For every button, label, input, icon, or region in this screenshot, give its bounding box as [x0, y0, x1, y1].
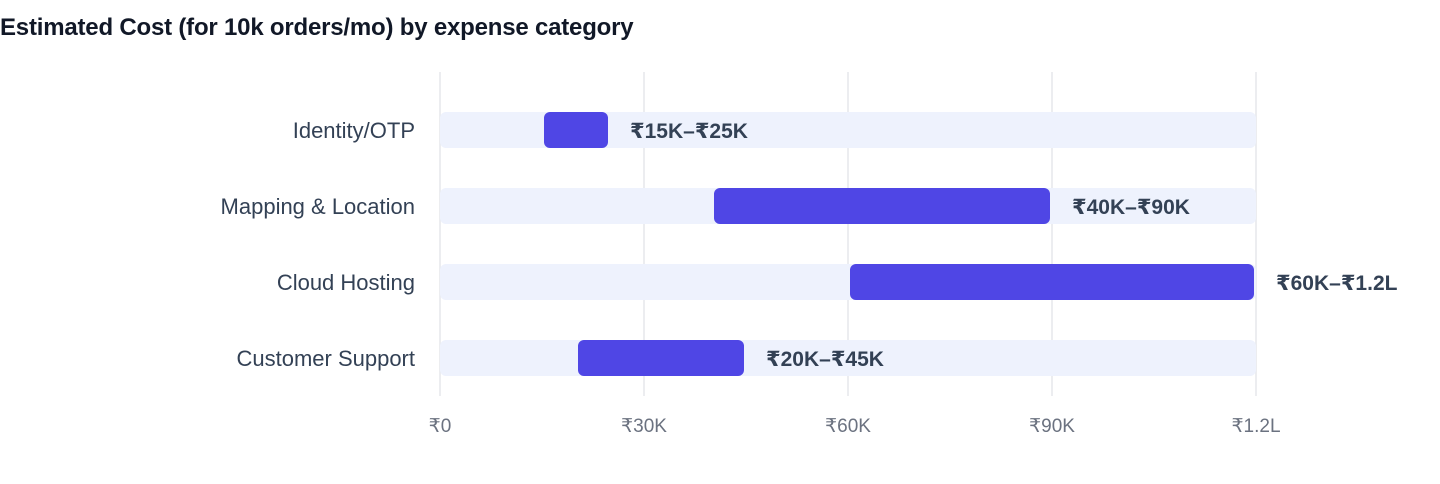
bar-track: [440, 112, 1256, 148]
x-tick-label: ₹60K: [825, 416, 871, 437]
range-bar[interactable]: [850, 264, 1254, 300]
range-bar[interactable]: [578, 340, 744, 376]
x-axis-ticks: ₹0 ₹30K ₹60K ₹90K ₹1.2L: [429, 416, 1281, 437]
value-label: ₹40K–₹90K: [1072, 196, 1190, 219]
value-label: ₹20K–₹45K: [766, 348, 884, 371]
value-label: ₹60K–₹1.2L: [1276, 272, 1398, 295]
category-label: Identity/OTP: [293, 118, 415, 143]
category-label: Mapping & Location: [221, 194, 415, 219]
category-label: Cloud Hosting: [277, 270, 415, 295]
x-tick-label: ₹30K: [621, 416, 667, 437]
chart-title: Estimated Cost (for 10k orders/mo) by ex…: [0, 14, 634, 41]
range-bar[interactable]: [714, 188, 1050, 224]
range-bars: [544, 112, 1254, 376]
x-tick-label: ₹0: [429, 416, 452, 437]
x-tick-label: ₹1.2L: [1231, 416, 1280, 437]
x-tick-label: ₹90K: [1029, 416, 1075, 437]
value-label: ₹15K–₹25K: [630, 120, 748, 143]
range-bar[interactable]: [544, 112, 608, 148]
category-label: Customer Support: [236, 346, 415, 371]
category-labels: Identity/OTP Mapping & Location Cloud Host…: [221, 118, 415, 371]
value-labels: ₹15K–₹25K ₹40K–₹90K ₹60K–₹1.2L ₹20K–₹45K: [630, 120, 1398, 371]
